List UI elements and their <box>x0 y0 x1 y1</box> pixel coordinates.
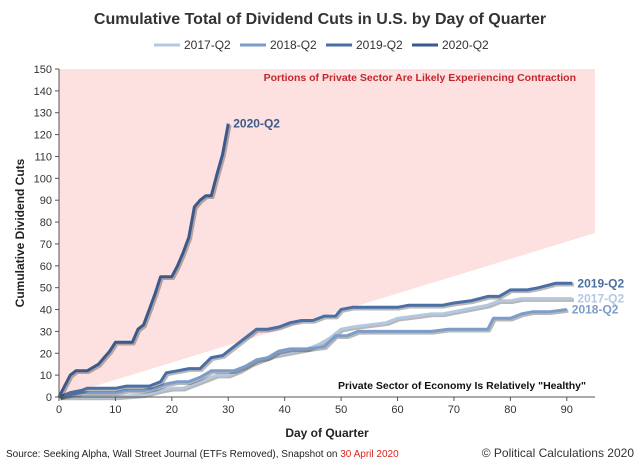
source-prefix: Source: Seeking Alpha, Wall Street Journ… <box>6 449 340 460</box>
x-axis-ticks: 0 10 20 30 40 50 60 70 80 90 <box>56 397 573 416</box>
series-line-2018-q2 <box>58 308 567 399</box>
y-tick-label: 90 <box>40 195 52 207</box>
series-end-label-2019-q2: 2019-Q2 <box>577 276 624 290</box>
legend: 2017-Q2 2018-Q2 2019-Q2 2020-Q2 <box>154 38 489 52</box>
source-date: 30 April 2020 <box>340 449 399 460</box>
series-layer <box>57 123 574 401</box>
series-line-2019-q2 <box>58 281 573 399</box>
x-tick-label: 70 <box>448 404 460 416</box>
x-tick-label: 80 <box>504 404 516 416</box>
plot-area: Portions of Private Sector Are Likely Ex… <box>34 64 625 416</box>
y-tick-label: 130 <box>34 108 52 120</box>
healthy-zone-label: Private Sector of Economy Is Relatively … <box>338 380 586 392</box>
series-end-label-2018-q2: 2018-Q2 <box>572 303 619 317</box>
x-tick-label: 10 <box>109 404 121 416</box>
x-tick-label: 30 <box>222 404 234 416</box>
series-shadow-2017-q2 <box>60 298 574 401</box>
y-tick-label: 10 <box>40 370 52 382</box>
chart-title: Cumulative Total of Dividend Cuts in U.S… <box>94 11 546 28</box>
series-line-2020-q2 <box>57 123 230 398</box>
x-tick-label: 0 <box>56 404 62 416</box>
contraction-zone <box>59 69 595 397</box>
y-tick-label: 80 <box>40 217 52 229</box>
y-tick-label: 40 <box>40 305 52 317</box>
y-tick-label: 140 <box>34 86 52 98</box>
legend-label-2018-q2: 2018-Q2 <box>270 38 317 52</box>
x-tick-label: 50 <box>335 404 347 416</box>
y-axis-ticks: 0 10 20 30 40 50 60 70 80 90 100 110 120 130 140 150 <box>34 64 59 404</box>
x-tick-label: 90 <box>561 404 573 416</box>
x-axis-title: Day of Quarter <box>285 426 369 440</box>
y-tick-label: 110 <box>34 151 52 163</box>
y-tick-label: 20 <box>40 348 52 360</box>
series-line-2017-q2 <box>59 297 573 399</box>
y-axis-title: Cumulative Dividend Cuts <box>13 158 27 307</box>
series-end-label-2017-q2: 2017-Q2 <box>577 292 624 306</box>
contraction-zone-label: Portions of Private Sector Are Likely Ex… <box>264 72 576 84</box>
y-tick-label: 120 <box>34 130 52 142</box>
y-tick-label: 0 <box>46 392 52 404</box>
source-note: Source: Seeking Alpha, Wall Street Journ… <box>6 449 399 460</box>
x-tick-label: 20 <box>166 404 178 416</box>
y-tick-label: 70 <box>40 239 52 251</box>
x-tick-label: 60 <box>391 404 403 416</box>
legend-label-2019-q2: 2019-Q2 <box>356 38 403 52</box>
legend-label-2017-q2: 2017-Q2 <box>184 38 231 52</box>
y-tick-label: 30 <box>40 326 52 338</box>
series-shadow-2019-q2 <box>59 283 574 401</box>
series-end-label-2020-q2: 2020-Q2 <box>233 117 280 131</box>
copyright: © Political Calculations 2020 <box>482 446 635 460</box>
series-shadow-2018-q2 <box>60 309 569 401</box>
y-tick-label: 150 <box>34 64 52 76</box>
y-tick-label: 50 <box>40 283 52 295</box>
series-shadow-2020-q2 <box>58 124 232 400</box>
legend-label-2020-q2: 2020-Q2 <box>442 38 489 52</box>
x-tick-label: 40 <box>279 404 291 416</box>
y-tick-label: 100 <box>34 173 52 185</box>
y-tick-label: 60 <box>40 261 52 273</box>
